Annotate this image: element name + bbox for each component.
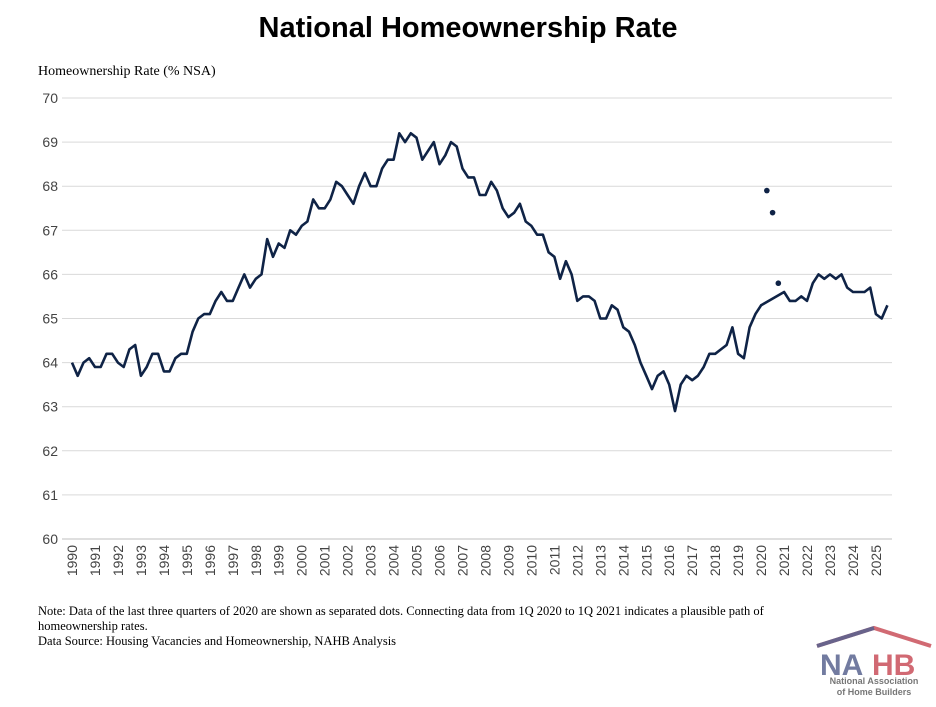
- y-tick-label: 65: [42, 311, 58, 327]
- chart-title: National Homeownership Rate: [258, 12, 678, 44]
- x-tick-label: 2010: [523, 545, 539, 576]
- svg-text:HB: HB: [872, 649, 915, 682]
- x-tick-label: 2022: [799, 545, 815, 576]
- x-tick-label: 2018: [707, 545, 723, 576]
- svg-text:of Home Builders: of Home Builders: [837, 687, 912, 697]
- svg-text:NA: NA: [820, 649, 863, 682]
- x-tick-label: 2011: [546, 545, 562, 575]
- x-tick-label: 1998: [248, 545, 264, 576]
- svg-text:National Association: National Association: [830, 676, 919, 686]
- x-tick-label: 2020: [753, 545, 769, 576]
- y-tick-label: 64: [42, 355, 58, 371]
- note-line-2: homeownership rates.: [38, 619, 148, 633]
- y-tick-label: 66: [42, 266, 58, 282]
- source-text: Data Source: Housing Vacancies and Homeo…: [38, 634, 397, 648]
- x-tick-label: 1997: [225, 545, 241, 576]
- x-tick-label: 2005: [409, 545, 425, 576]
- x-tick-label: 2006: [432, 545, 448, 576]
- x-tick-label: 2023: [822, 545, 838, 576]
- y-tick-label: 69: [42, 134, 58, 150]
- x-tick-label: 2002: [340, 545, 356, 576]
- x-tick-label: 1990: [64, 545, 80, 576]
- x-tick-label: 1994: [156, 545, 172, 576]
- x-tick-label: 2000: [294, 545, 310, 576]
- x-tick-label: 1991: [87, 545, 103, 576]
- x-tick-label: 2021: [776, 545, 792, 576]
- nahb-logo: NA HB National Association of Home Build…: [812, 622, 936, 702]
- x-tick-label: 1999: [271, 545, 287, 576]
- separated-data-point: [775, 280, 782, 287]
- x-tick-label: 2001: [317, 545, 333, 576]
- x-tick-label: 1996: [202, 545, 218, 576]
- chart-plot: 60 61 62 63 64 65 66 67 68 69 70 1990 1991 1992 1993 19…: [42, 90, 892, 576]
- x-tick-label: 2013: [592, 545, 608, 576]
- x-tick-label: 2009: [500, 545, 516, 576]
- y-tick-label: 61: [42, 487, 58, 503]
- x-tick-label: 2003: [363, 545, 379, 576]
- separated-data-point: [764, 187, 770, 194]
- x-tick-label: 2012: [569, 545, 585, 576]
- x-tick-label: 2017: [684, 545, 700, 576]
- x-tick-label: 1992: [110, 545, 126, 576]
- x-tick-label: 1995: [179, 545, 195, 576]
- x-tick-label: 2016: [661, 545, 677, 576]
- y-tick-label: 62: [42, 443, 58, 459]
- x-tick-label: 2019: [730, 545, 746, 576]
- y-tick-label: 63: [42, 399, 58, 415]
- homeownership-rate-line: [70, 132, 889, 413]
- note-line-1: Note: Data of the last three quarters of…: [38, 604, 764, 618]
- x-tick-label: 2014: [615, 545, 631, 576]
- y-tick-label: 70: [42, 90, 58, 106]
- x-tick-label: 1993: [133, 545, 149, 576]
- x-tick-label: 2015: [638, 545, 654, 576]
- x-tick-label: 2025: [868, 545, 884, 576]
- y-tick-label: 60: [42, 531, 58, 547]
- y-tick-label: 68: [42, 178, 58, 194]
- x-tick-label: 2024: [845, 545, 861, 576]
- separated-data-point: [769, 209, 776, 216]
- y-axis-label: Homeownership Rate (% NSA): [38, 64, 216, 79]
- x-tick-label: 2004: [386, 545, 402, 576]
- x-tick-label: 2008: [477, 545, 493, 576]
- note-text: Note: Data of the last three quarters of…: [38, 604, 838, 649]
- y-tick-label: 67: [42, 222, 58, 238]
- x-tick-label: 2007: [454, 545, 470, 576]
